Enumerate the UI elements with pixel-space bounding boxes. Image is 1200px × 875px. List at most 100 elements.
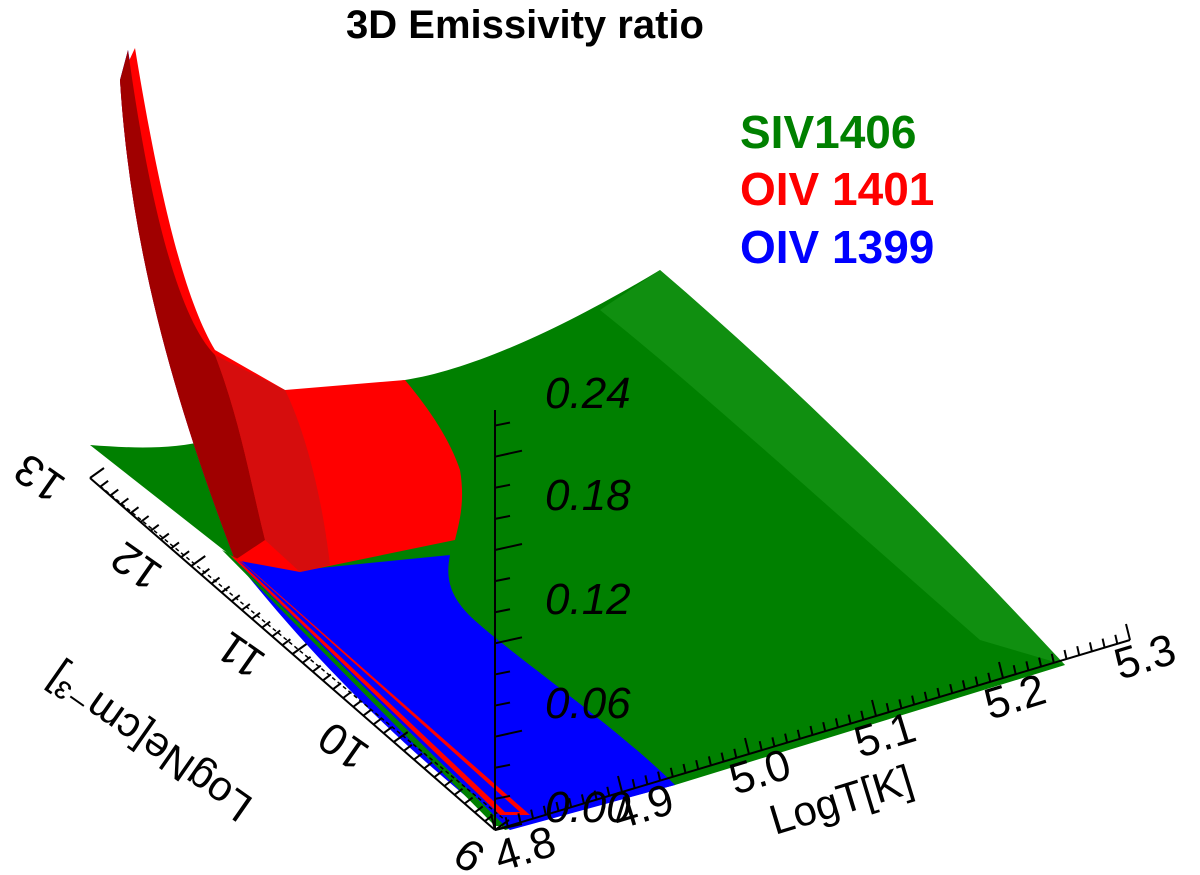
y-minor-tick bbox=[221, 585, 231, 594]
legend: SIV1406 OIV 1401 OIV 1399 bbox=[740, 106, 934, 273]
x-minor-tick bbox=[1088, 642, 1093, 652]
x-minor-tick bbox=[898, 699, 903, 709]
y-minor-tick bbox=[170, 541, 180, 550]
z-tick-label-2: 0.12 bbox=[545, 575, 631, 624]
x-minor-tick bbox=[987, 672, 992, 683]
y-minor-tick bbox=[271, 629, 281, 638]
y-minor-tick bbox=[413, 752, 423, 761]
x-minor-tick bbox=[1038, 657, 1043, 667]
x-minor-tick bbox=[707, 756, 712, 766]
x-major-tick bbox=[998, 661, 1004, 679]
z-tick-label-3: 0.18 bbox=[545, 471, 631, 520]
x-minor-tick bbox=[1063, 649, 1068, 660]
y-axis-label: LogNe[cm⁻³] bbox=[37, 655, 260, 831]
y-minor-tick bbox=[150, 523, 160, 532]
z-minor-tick bbox=[494, 483, 511, 489]
y-tick-label-1: 10 bbox=[310, 712, 378, 780]
z-minor-tick bbox=[494, 701, 511, 707]
y-tick-label-4: 13 bbox=[6, 444, 74, 512]
chart-title: 3D Emissivity ratio bbox=[346, 3, 704, 47]
x-minor-tick bbox=[517, 813, 522, 823]
y-minor-tick bbox=[180, 550, 190, 559]
x-minor-tick bbox=[504, 816, 509, 827]
x-minor-tick bbox=[606, 786, 611, 797]
x-minor-tick bbox=[860, 710, 865, 721]
x-minor-tick bbox=[669, 767, 674, 778]
series-siv1406-edge bbox=[222, 550, 505, 826]
y-minor-tick bbox=[302, 655, 312, 664]
z-major-tick bbox=[494, 729, 523, 738]
x-minor-tick bbox=[720, 752, 725, 762]
x-minor-tick bbox=[796, 729, 801, 740]
x-minor-tick bbox=[834, 718, 839, 728]
x-minor-tick bbox=[580, 794, 585, 804]
x-minor-ticks bbox=[490, 623, 1131, 831]
y-minor-tick bbox=[281, 638, 291, 647]
series-siv1406-surface-shade bbox=[600, 270, 1065, 665]
y-minor-tick bbox=[362, 708, 372, 717]
z-ticks bbox=[494, 421, 523, 831]
x-minor-tick bbox=[822, 721, 827, 732]
z-minor-tick bbox=[494, 608, 511, 614]
x-minor-tick bbox=[911, 695, 916, 705]
x-minor-tick bbox=[1076, 645, 1081, 656]
x-minor-tick bbox=[1012, 664, 1017, 675]
x-major-tick bbox=[871, 699, 877, 717]
y-minor-tick bbox=[322, 673, 332, 682]
x-minor-tick bbox=[1101, 638, 1106, 648]
z-major-tick bbox=[494, 449, 523, 458]
x-minor-tick bbox=[936, 687, 941, 698]
y-minor-tick bbox=[383, 726, 393, 735]
x-minor-tick bbox=[593, 790, 598, 800]
legend-entry-siv1406: SIV1406 bbox=[740, 106, 916, 158]
series-oiv1401-surface-shade2 bbox=[215, 355, 330, 572]
y-minor-tick bbox=[372, 717, 383, 726]
x-minor-tick bbox=[961, 680, 966, 690]
y-minor-tick bbox=[210, 576, 221, 585]
x-minor-tick bbox=[1025, 661, 1030, 671]
x-minor-tick bbox=[885, 702, 890, 713]
legend-entry-oiv1399: OIV 1399 bbox=[740, 221, 934, 273]
x-minor-tick bbox=[657, 771, 662, 781]
y-minor-tick bbox=[403, 743, 413, 752]
y-minor-tick bbox=[129, 506, 140, 515]
y-minor-tick bbox=[423, 761, 433, 770]
x-minor-tick bbox=[631, 778, 636, 789]
x-minor-tick bbox=[695, 759, 700, 770]
y-minor-tick bbox=[160, 532, 170, 541]
x-minor-tick bbox=[771, 737, 776, 747]
x-minor-tick bbox=[733, 748, 738, 759]
y-tick-label-3: 12 bbox=[103, 532, 171, 600]
z-tick-labels: 0.00 0.06 0.12 0.18 0.24 bbox=[545, 369, 631, 832]
y-minor-tick bbox=[99, 479, 109, 488]
x-minor-tick bbox=[784, 733, 789, 743]
z-minor-tick bbox=[494, 577, 511, 583]
y-minor-tick bbox=[261, 620, 271, 629]
x-minor-tick bbox=[530, 809, 535, 819]
x-minor-tick bbox=[682, 763, 687, 774]
y-minor-tick bbox=[474, 805, 484, 814]
z-major-tick bbox=[494, 636, 523, 645]
series-oiv1401-surface-shade bbox=[120, 50, 265, 560]
z-tick-label-4: 0.24 bbox=[545, 369, 631, 418]
x-minor-tick bbox=[949, 683, 954, 694]
y-minor-tick bbox=[241, 603, 251, 611]
z-minor-tick bbox=[494, 794, 511, 800]
legend-entry-oiv1401: OIV 1401 bbox=[740, 163, 934, 215]
x-minor-tick bbox=[809, 725, 814, 736]
x-minor-tick bbox=[1050, 653, 1055, 664]
y-minor-tick bbox=[251, 611, 261, 620]
y-major-tick bbox=[393, 731, 409, 743]
y-minor-tick bbox=[464, 796, 474, 805]
x-minor-tick bbox=[644, 775, 649, 785]
y-tick-label-2: 11 bbox=[208, 622, 274, 688]
x-minor-tick bbox=[542, 805, 547, 816]
z-tick-label-1: 0.06 bbox=[545, 679, 631, 728]
x-minor-tick bbox=[758, 740, 763, 751]
x-minor-tick bbox=[974, 676, 979, 686]
y-minor-tick bbox=[332, 682, 342, 691]
z-major-tick bbox=[494, 543, 523, 551]
x-minor-tick bbox=[923, 691, 928, 702]
